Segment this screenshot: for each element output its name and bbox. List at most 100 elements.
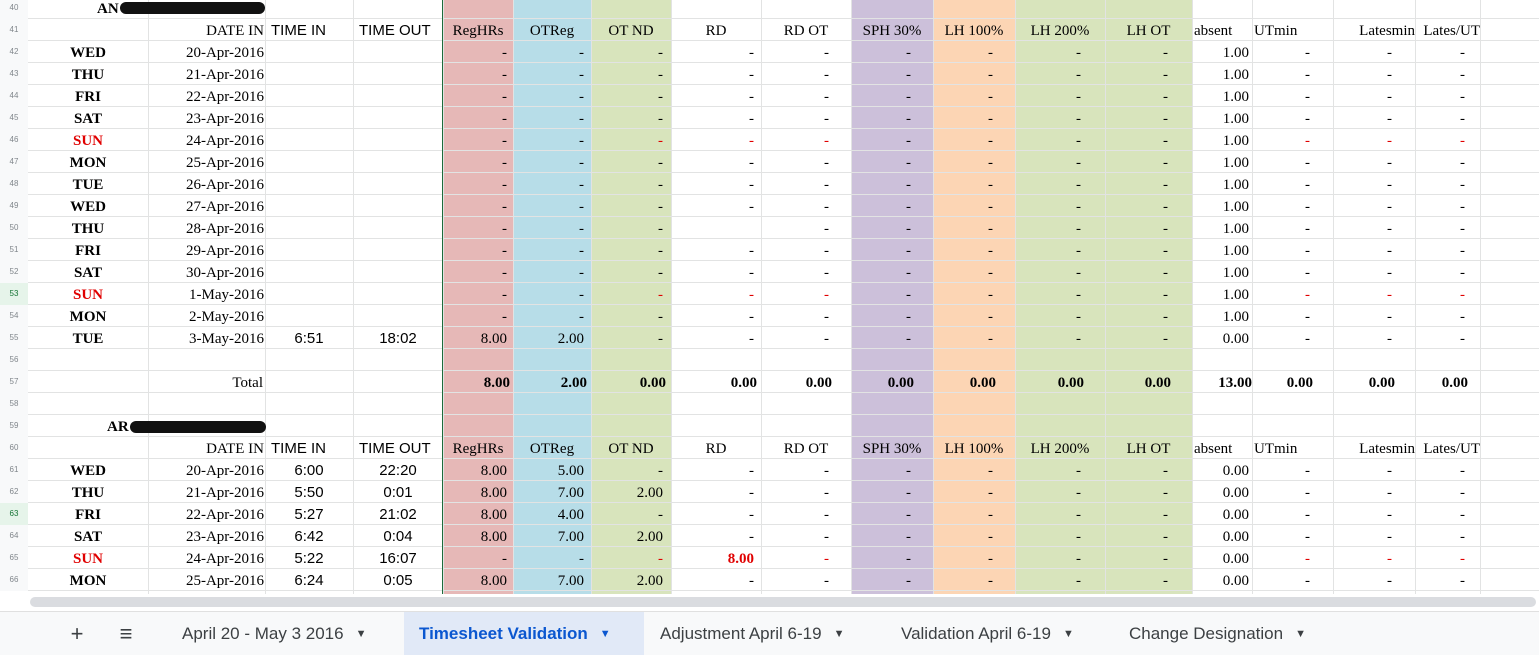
absent-cell[interactable]: 1.00	[1222, 67, 1249, 83]
lhot-cell[interactable]: -	[1163, 331, 1168, 347]
lhot-cell[interactable]: -	[1163, 177, 1168, 193]
column-header[interactable]: absent	[1194, 23, 1233, 39]
lh100-cell[interactable]: -	[988, 551, 993, 567]
date-cell[interactable]: 1-May-2016	[189, 287, 264, 303]
lhot-cell[interactable]: -	[1163, 287, 1168, 303]
date-cell[interactable]: 26-Apr-2016	[185, 177, 264, 193]
sph-cell[interactable]: -	[906, 463, 911, 479]
reg-cell[interactable]: -	[502, 221, 507, 237]
tin-cell[interactable]: 6:51	[294, 330, 324, 347]
rd-cell[interactable]: -	[749, 199, 754, 215]
lhot-cell[interactable]: -	[1163, 309, 1168, 325]
rd-cell[interactable]: 8.00	[727, 551, 754, 567]
tin-cell[interactable]	[265, 305, 353, 327]
total-late[interactable]: 0.00	[1368, 375, 1395, 391]
lh100-cell[interactable]: -	[988, 529, 993, 545]
lut-cell[interactable]: -	[1460, 529, 1465, 545]
rd-cell[interactable]	[671, 217, 754, 239]
rd-cell[interactable]: -	[749, 89, 754, 105]
day-cell[interactable]: TUE	[72, 331, 104, 347]
sheet-tab-validation-april[interactable]: Validation April 6-19 ▼	[884, 612, 1114, 655]
day-cell[interactable]: SAT	[73, 265, 103, 281]
lhot-cell[interactable]: -	[1163, 243, 1168, 259]
row-number[interactable]: 59	[0, 415, 28, 437]
employee-name[interactable]: AN	[97, 1, 119, 17]
absent-cell[interactable]: 0.00	[1222, 485, 1249, 501]
row-number[interactable]: 54	[0, 305, 28, 327]
late-cell[interactable]: -	[1387, 111, 1392, 127]
column-header[interactable]: TIME IN	[271, 22, 326, 39]
rd-cell[interactable]: -	[749, 507, 754, 523]
rd-cell[interactable]: -	[749, 309, 754, 325]
row-number[interactable]: 48	[0, 173, 28, 195]
ot-cell[interactable]: -	[579, 67, 584, 83]
sph-cell[interactable]: -	[906, 551, 911, 567]
rd-cell[interactable]: -	[749, 177, 754, 193]
row-number[interactable]: 51	[0, 239, 28, 261]
sph-cell[interactable]: -	[906, 507, 911, 523]
total-label[interactable]: Total	[232, 375, 263, 391]
lhot-cell[interactable]: -	[1163, 463, 1168, 479]
lh100-cell[interactable]: -	[988, 221, 993, 237]
otnd-cell[interactable]: -	[658, 45, 663, 61]
tout-cell[interactable]	[353, 63, 443, 85]
rdot-cell[interactable]: -	[824, 287, 829, 303]
column-header[interactable]: LH 200%	[1030, 441, 1090, 457]
row-number[interactable]: 62	[0, 481, 28, 503]
date-cell[interactable]: 30-Apr-2016	[185, 265, 264, 281]
row-number[interactable]: 46	[0, 129, 28, 151]
lhot-cell[interactable]: -	[1163, 485, 1168, 501]
day-cell[interactable]: MON	[69, 309, 107, 325]
chevron-down-icon[interactable]: ▼	[355, 628, 367, 640]
reg-cell[interactable]: -	[502, 243, 507, 259]
tin-cell[interactable]	[265, 41, 353, 63]
lhot-cell[interactable]: -	[1163, 551, 1168, 567]
row-number[interactable]: 61	[0, 459, 28, 481]
chevron-down-icon[interactable]: ▼	[599, 628, 611, 640]
lh100-cell[interactable]: -	[988, 199, 993, 215]
sph-cell[interactable]: -	[906, 309, 911, 325]
late-cell[interactable]: -	[1387, 243, 1392, 259]
tin-cell[interactable]: 6:00	[294, 462, 324, 479]
rdot-cell[interactable]: -	[824, 133, 829, 149]
ot-cell[interactable]: -	[579, 309, 584, 325]
tout-cell[interactable]	[353, 129, 443, 151]
day-cell[interactable]: FRI	[75, 507, 101, 523]
otnd-cell[interactable]: -	[658, 551, 663, 567]
otnd-cell[interactable]: -	[658, 331, 663, 347]
sheet-tab-change-designation[interactable]: Change Designation ▼	[1114, 612, 1344, 655]
day-cell[interactable]: FRI	[75, 243, 101, 259]
absent-cell[interactable]: 0.00	[1222, 551, 1249, 567]
column-header[interactable]: TIME IN	[271, 440, 326, 457]
ot-cell[interactable]: 5.00	[557, 463, 584, 479]
row-number[interactable]: 42	[0, 41, 28, 63]
rdot-cell[interactable]: -	[824, 463, 829, 479]
day-cell[interactable]: TUE	[72, 177, 104, 193]
sph-cell[interactable]: -	[906, 45, 911, 61]
ut-cell[interactable]: -	[1305, 529, 1310, 545]
reg-cell[interactable]: -	[502, 67, 507, 83]
column-header[interactable]: Latesmin	[1359, 23, 1415, 39]
reg-cell[interactable]: -	[502, 89, 507, 105]
tout-cell[interactable]: 22:20	[379, 462, 417, 479]
column-header[interactable]: TIME OUT	[359, 22, 431, 39]
lh100-cell[interactable]: -	[988, 463, 993, 479]
date-cell[interactable]: 22-Apr-2016	[185, 507, 264, 523]
absent-cell[interactable]: 0.00	[1222, 331, 1249, 347]
late-cell[interactable]: -	[1387, 133, 1392, 149]
lut-cell[interactable]: -	[1460, 243, 1465, 259]
lut-cell[interactable]: -	[1460, 89, 1465, 105]
day-cell[interactable]: SUN	[72, 133, 103, 149]
tout-cell[interactable]	[353, 173, 443, 195]
otnd-cell[interactable]: -	[658, 309, 663, 325]
day-cell[interactable]: FRI	[75, 89, 101, 105]
rdot-cell[interactable]: -	[824, 243, 829, 259]
lh100-cell[interactable]: -	[988, 309, 993, 325]
ut-cell[interactable]: -	[1305, 133, 1310, 149]
row-number[interactable]: 64	[0, 525, 28, 547]
date-cell[interactable]: 21-Apr-2016	[185, 67, 264, 83]
total-rdot[interactable]: 0.00	[805, 375, 832, 391]
row-number[interactable]: 41	[0, 19, 28, 41]
day-cell[interactable]: SUN	[72, 287, 103, 303]
late-cell[interactable]: -	[1387, 265, 1392, 281]
